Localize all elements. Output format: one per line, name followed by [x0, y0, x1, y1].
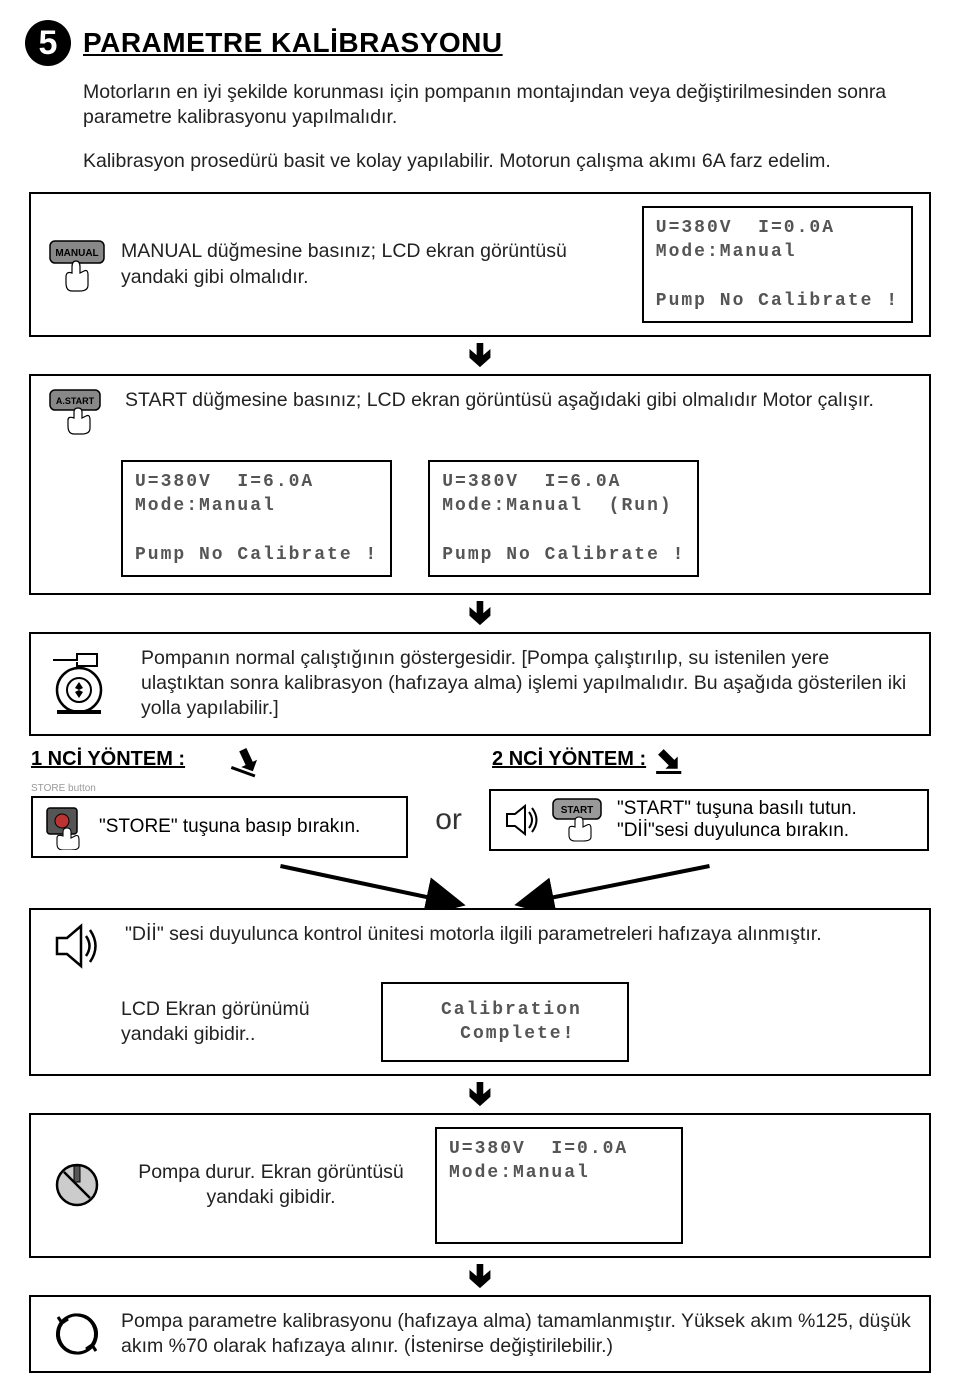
step-dii-text: "Dİİ" sesi duyulunca kontrol ünitesi mot…	[125, 922, 913, 947]
step-box-final: Pompa parametre kalibrasyonu (hafızaya a…	[29, 1295, 931, 1374]
step-start-text: START düğmesine basınız; LCD ekran görün…	[125, 388, 913, 413]
step-number-badge: 5	[25, 20, 71, 66]
svg-text:A.START: A.START	[56, 396, 95, 406]
speaker-icon	[501, 800, 541, 840]
method2-box: START "START" tuşuna basılı tutun. "Dİİ"…	[489, 789, 929, 851]
method2-label: 2 NCİ YÖNTEM :	[492, 748, 646, 771]
lcd-start-row: U=380V I=6.0A Mode:Manual Pump No Calibr…	[121, 460, 913, 577]
method2-text-line1: "START" tuşuna basılı tutun.	[617, 798, 857, 820]
start-hold-button-icon: START	[551, 797, 607, 843]
or-label: or	[427, 803, 470, 837]
method-labels: 1 NCİ YÖNTEM : ⬊ 2 NCİ YÖNTEM : ⬊	[31, 742, 929, 777]
speaker-icon	[47, 922, 107, 970]
method1-text: "STORE" tuşuna basıp bırakın.	[99, 816, 360, 838]
method1-label: 1 NCİ YÖNTEM :	[31, 748, 185, 771]
store-caption: STORE button	[31, 783, 408, 794]
stop-icon	[47, 1160, 107, 1210]
arrow-down-icon: 🢃	[25, 1261, 935, 1292]
method2-text-line2: "Dİİ"sesi duyulunca bırakın.	[617, 820, 857, 842]
store-button-icon	[43, 804, 89, 850]
intro-paragraph-2: Kalibrasyon prosedürü basit ve kolay yap…	[83, 149, 935, 174]
method1-box: "STORE" tuşuna basıp bırakın.	[31, 796, 408, 858]
arrow-down-icon: 🢃	[25, 340, 935, 371]
lcd-calibration-complete: Calibration Complete!	[381, 982, 629, 1063]
step-box-manual: MANUAL MANUAL düğmesine basınız; LCD ekr…	[29, 192, 931, 337]
lcd-pump-stop: U=380V I=0.0A Mode:Manual	[435, 1127, 683, 1244]
header: 5 PARAMETRE KALİBRASYONU	[25, 20, 935, 66]
converging-arrows	[31, 862, 929, 908]
lcd-start-a: U=380V I=6.0A Mode:Manual Pump No Calibr…	[121, 460, 392, 577]
pump-icon	[47, 652, 127, 716]
manual-button-icon: MANUAL	[47, 237, 107, 293]
intro-paragraph-1: Motorların en iyi şekilde korunması için…	[83, 80, 935, 131]
methods-row: STORE button "STORE" tuşuna basıp bırakı…	[31, 783, 929, 858]
step-pump-text: Pompanın normal çalıştığının göstergesid…	[141, 646, 913, 722]
arrow-down-icon: 🢃	[25, 598, 935, 629]
start-button-icon: A.START	[47, 388, 107, 436]
arrow-diag-icon: ⬊	[230, 738, 266, 779]
page-title: PARAMETRE KALİBRASYONU	[83, 27, 503, 59]
lcd-start-b: U=380V I=6.0A Mode:Manual (Run) Pump No …	[428, 460, 699, 577]
step-box-start: A.START START düğmesine basınız; LCD ekr…	[29, 374, 931, 595]
step-box-pump-running: Pompanın normal çalıştığının göstergesid…	[29, 632, 931, 736]
step-manual-text: MANUAL düğmesine basınız; LCD ekran görü…	[121, 239, 628, 290]
step-box-calibration-complete: "Dİİ" sesi duyulunca kontrol ünitesi mot…	[29, 908, 931, 1077]
lcd-manual-initial: U=380V I=0.0A Mode:Manual Pump No Calibr…	[642, 206, 913, 323]
svg-text:START: START	[561, 805, 594, 816]
pump-stop-text: Pompa durur. Ekran görüntüsü yandaki gib…	[121, 1160, 421, 1211]
lcd-left-text: LCD Ekran görünümü yandaki gibidir..	[121, 997, 341, 1048]
final-text: Pompa parametre kalibrasyonu (hafızaya a…	[121, 1309, 913, 1360]
cycle-icon	[47, 1309, 107, 1359]
arrow-down-icon: 🢃	[25, 1079, 935, 1110]
step-box-pump-stop: Pompa durur. Ekran görüntüsü yandaki gib…	[29, 1113, 931, 1258]
svg-text:MANUAL: MANUAL	[55, 248, 98, 259]
arrow-diag-icon: ⬊	[656, 742, 681, 777]
